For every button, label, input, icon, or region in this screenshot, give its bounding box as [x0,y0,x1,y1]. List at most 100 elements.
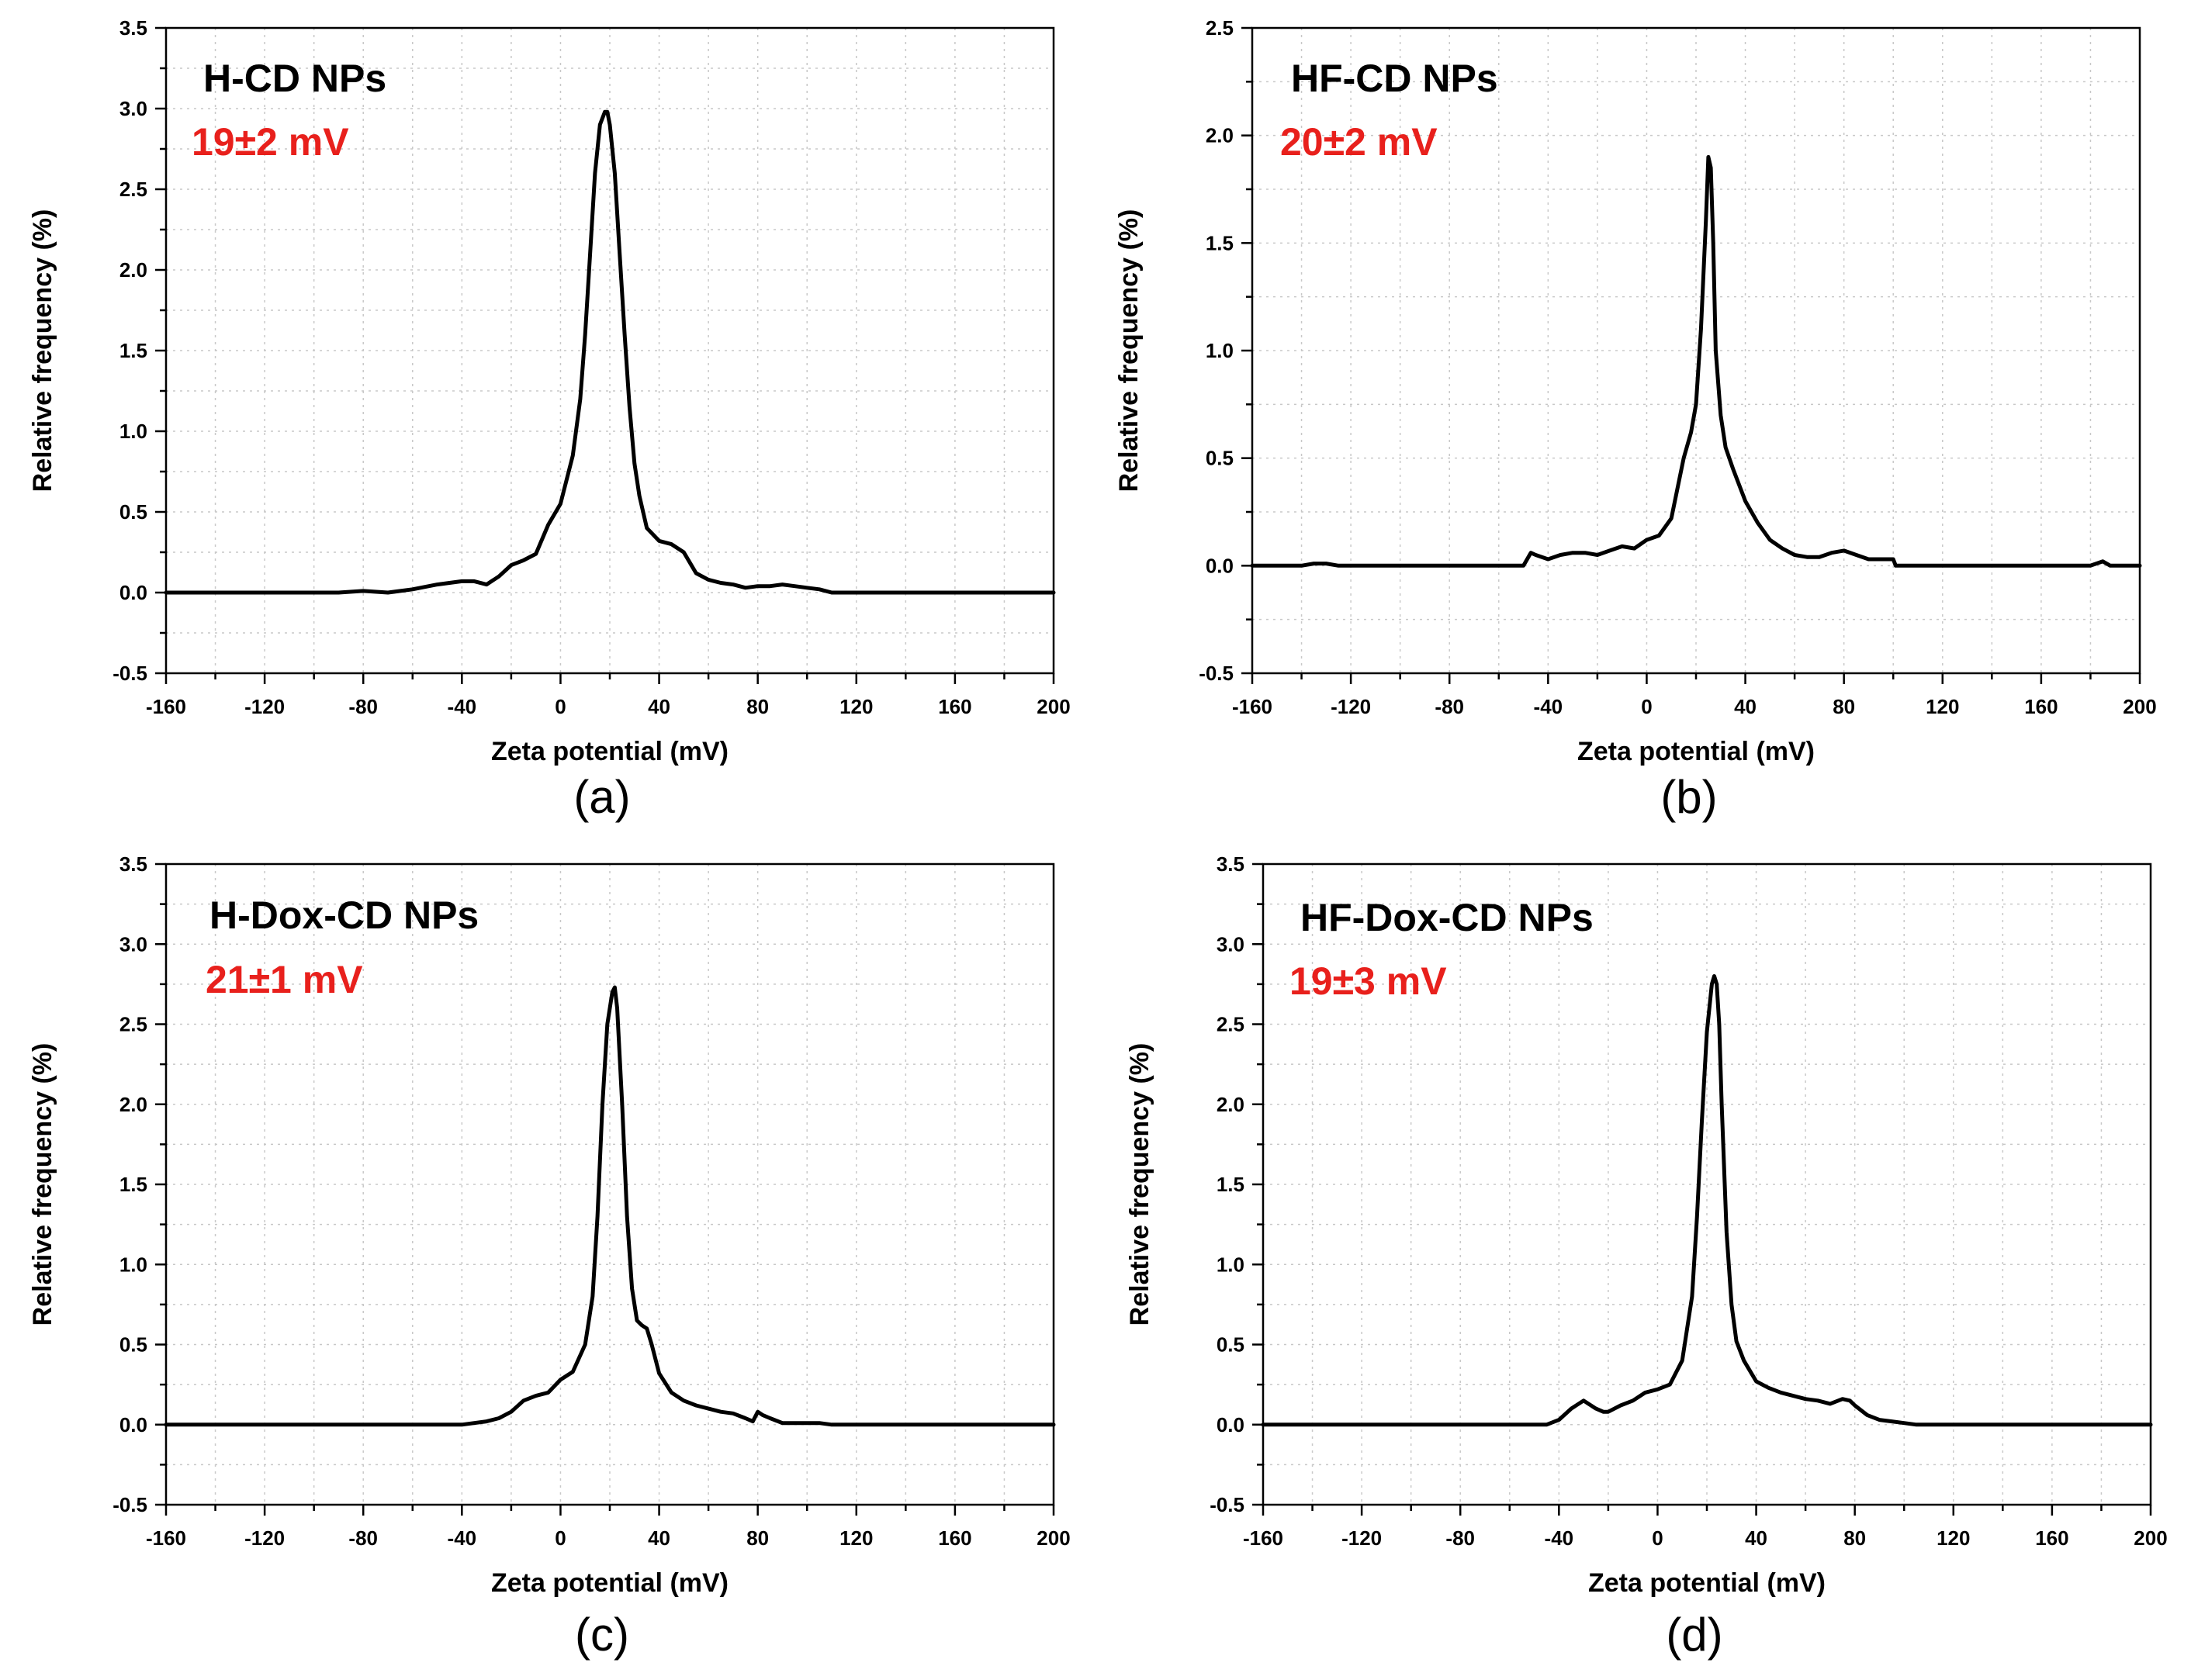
y-tick-label: 2.0 [119,258,147,282]
y-tick-label: 2.0 [1217,1093,1244,1116]
x-axis-title: Zeta potential (mV) [491,1568,729,1598]
y-tick-label: 2.5 [119,178,147,201]
panel-label: (b) [1660,771,1717,823]
panel-label: (a) [573,771,630,823]
panel-b: -160 -120 -80 -40 0 40 80 120 160 200 -0.5 0.0 0.5 1.… [1114,16,2157,823]
y-tick-label: 0.0 [1217,1413,1244,1436]
zeta-value-label: 21±1 mV [206,958,363,1001]
x-tick-label: 40 [1745,1526,1767,1550]
panel-a: -160 -120 -80 -40 0 40 80 120 160 200 -0.5 0.0 0.5 1.… [28,16,1071,823]
y-tick-label: 0.0 [119,581,147,604]
sample-title: HF-Dox-CD NPs [1300,896,1594,939]
sample-title: H-CD NPs [203,57,386,100]
x-tick-label: -160 [146,1526,186,1550]
y-tick-label: 0.5 [1217,1333,1244,1357]
y-tick-label: 3.0 [1217,932,1244,956]
x-tick-label: -120 [244,695,285,718]
x-tick-label: 200 [2123,695,2156,718]
x-tick-label: 0 [555,695,566,718]
x-tick-label: 80 [1843,1526,1866,1550]
series-line [164,985,1056,1427]
x-tick-label: 160 [938,1526,971,1550]
x-tick-label: -80 [348,695,378,718]
x-tick-label: -160 [146,695,186,718]
y-tick-label: 1.0 [119,1253,147,1276]
sample-title: HF-CD NPs [1291,57,1498,100]
y-tick-label: 2.0 [1206,124,1234,147]
grid [166,28,1054,673]
series-line [164,109,1056,595]
panel-d: -160 -120 -80 -40 0 40 80 120 160 200 -0.5 0.0 0.5 1.… [1125,852,2168,1661]
y-tick-label: 1.0 [119,420,147,443]
sample-title: H-Dox-CD NPs [209,894,479,937]
panel-label: (d) [1666,1609,1722,1661]
y-tick-label: 3.5 [1217,852,1244,876]
x-tick-label: -120 [1331,695,1371,718]
y-tick-label: 2.5 [1217,1013,1244,1036]
y-tick-label: 2.5 [1206,16,1234,40]
grid [1263,864,2151,1505]
x-tick-label: -80 [1435,695,1464,718]
x-tick-label: 120 [839,1526,873,1550]
x-tick-label: 200 [1037,1526,1070,1550]
x-axis-title: Zeta potential (mV) [491,737,729,766]
y-tick-label: -0.5 [112,1493,147,1516]
y-tick-label: 2.0 [119,1093,147,1116]
y-tick-label: 3.5 [119,852,147,876]
y-tick-label: -0.5 [112,662,147,685]
x-tick-label: 120 [839,695,873,718]
x-tick-label: 80 [1833,695,1855,718]
y-tick-label: 1.0 [1206,339,1234,362]
y-axis-title: Relative frequency (%) [1125,1043,1154,1326]
y-tick-label: 1.5 [1206,231,1234,254]
y-tick-label: 2.5 [119,1013,147,1036]
y-axis-title: Relative frequency (%) [28,209,57,493]
y-tick-label: 0.0 [119,1413,147,1436]
x-tick-label: 120 [1926,695,1959,718]
x-tick-label: 160 [938,695,971,718]
x-tick-label: 120 [1937,1526,1970,1550]
x-tick-label: 80 [746,1526,769,1550]
y-axis-title: Relative frequency (%) [1114,209,1144,493]
panel-c: -160 -120 -80 -40 0 40 80 120 160 200 -0.5 0.0 0.5 1.… [28,852,1071,1661]
y-tick-label: 1.5 [119,339,147,362]
x-axis-title: Zeta potential (mV) [1588,1568,1826,1598]
x-tick-label: -80 [1445,1526,1475,1550]
y-axis-title: Relative frequency (%) [28,1043,57,1326]
zeta-value-label: 19±2 mV [192,120,349,164]
y-tick-label: 0.0 [1206,554,1234,577]
x-tick-label: -160 [1232,695,1272,718]
x-tick-label: 40 [648,1526,670,1550]
x-tick-label: 200 [1037,695,1070,718]
x-tick-label: 160 [2024,695,2058,718]
x-tick-label: 80 [746,695,769,718]
series-line [1250,154,2142,568]
y-tick-label: 3.0 [119,932,147,956]
panel-label: (c) [575,1609,629,1661]
y-tick-label: -0.5 [1199,662,1234,685]
x-tick-label: -160 [1243,1526,1283,1550]
x-tick-label: 0 [1641,695,1652,718]
x-tick-label: 0 [1652,1526,1663,1550]
x-tick-label: 0 [555,1526,566,1550]
x-tick-label: -80 [348,1526,378,1550]
x-tick-label: 200 [2134,1526,2167,1550]
x-tick-label: -40 [448,695,477,718]
y-tick-label: 1.0 [1217,1253,1244,1276]
x-tick-label: 160 [2035,1526,2068,1550]
x-tick-label: -40 [1534,695,1563,718]
x-tick-label: -40 [448,1526,477,1550]
y-tick-label: -0.5 [1210,1493,1244,1516]
y-tick-label: 0.5 [119,1333,147,1357]
x-tick-label: -120 [1341,1526,1382,1550]
zeta-value-label: 19±3 mV [1289,959,1447,1003]
x-axis-title: Zeta potential (mV) [1577,737,1815,766]
y-tick-label: 1.5 [119,1173,147,1196]
x-tick-label: 40 [1734,695,1757,718]
series-line [1261,974,2153,1427]
x-tick-label: -40 [1545,1526,1574,1550]
y-tick-label: 0.5 [1206,447,1234,470]
x-tick-label: 40 [648,695,670,718]
x-tick-label: -120 [244,1526,285,1550]
